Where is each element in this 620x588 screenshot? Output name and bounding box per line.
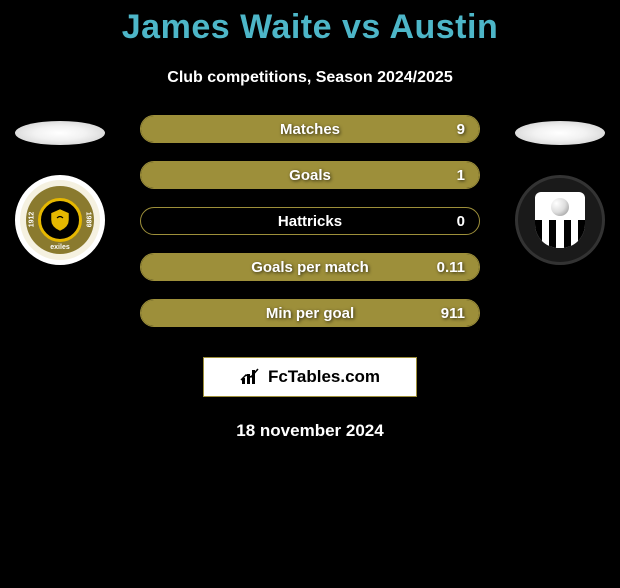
brand-box[interactable]: FcTables.com [203, 357, 417, 397]
club-badge-right [515, 175, 605, 265]
stat-label: Min per goal [266, 305, 354, 322]
badge-right-shield [535, 192, 585, 248]
stat-row: Goals 1 [140, 161, 480, 189]
page-title: James Waite vs Austin [0, 8, 620, 47]
stats-list: Matches 9 Goals 1 Hattricks 0 Goals per … [140, 115, 480, 345]
badge-motto: exiles [26, 244, 94, 251]
stat-label: Goals per match [251, 259, 369, 276]
badge-year-right: 1989 [85, 212, 92, 228]
stat-label: Hattricks [278, 213, 342, 230]
brand-text: FcTables.com [268, 367, 380, 387]
shield-icon [47, 207, 73, 233]
chart-icon [240, 368, 262, 386]
stat-value: 0 [457, 213, 465, 230]
stat-row: Matches 9 [140, 115, 480, 143]
badge-left-ring: 1912 1989 exiles [26, 186, 94, 254]
player-photo-left [15, 121, 105, 145]
stat-label: Matches [280, 121, 340, 138]
badge-year-left: 1912 [28, 212, 35, 228]
date-label: 18 november 2024 [0, 421, 620, 441]
stat-value: 1 [457, 167, 465, 184]
badge-stripes [535, 220, 585, 248]
badge-left-shield [38, 198, 82, 242]
club-badge-left: 1912 1989 exiles [15, 175, 105, 265]
stat-label: Goals [289, 167, 331, 184]
stat-row: Hattricks 0 [140, 207, 480, 235]
football-icon [551, 198, 569, 216]
stat-value: 911 [441, 305, 465, 322]
stat-row: Goals per match 0.11 [140, 253, 480, 281]
stat-row: Min per goal 911 [140, 299, 480, 327]
subtitle: Club competitions, Season 2024/2025 [0, 69, 620, 87]
comparison-content: 1912 1989 exiles Matches [0, 115, 620, 345]
player-photo-right [515, 121, 605, 145]
stat-value: 9 [457, 121, 465, 138]
stat-value: 0.11 [437, 259, 465, 276]
